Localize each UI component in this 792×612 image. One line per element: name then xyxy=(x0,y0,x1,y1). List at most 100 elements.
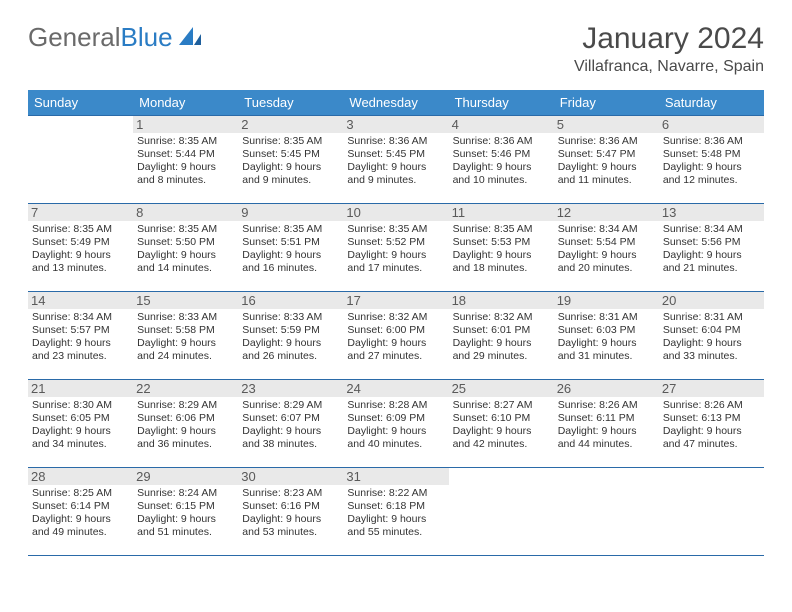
day-details: Sunrise: 8:22 AMSunset: 6:18 PMDaylight:… xyxy=(347,487,444,540)
calendar-cell: 18Sunrise: 8:32 AMSunset: 6:01 PMDayligh… xyxy=(449,291,554,379)
weekday-header: Sunday xyxy=(28,90,133,115)
calendar-cell: 29 Sunrise: 8:24 AMSunset: 6:15 PMDayligh… xyxy=(133,467,238,555)
calendar-cell: 8 Sunrise: 8:35 AMSunset: 5:50 PMDaylight… xyxy=(133,203,238,291)
day-details: Sunrise: 8:26 AMSunset: 6:13 PMDaylight:… xyxy=(663,399,760,452)
calendar-cell: 4Sunrise: 8:36 AMSunset: 5:46 PMDaylight… xyxy=(449,115,554,203)
day-details: Sunrise: 8:25 AMSunset: 6:14 PMDaylight:… xyxy=(32,487,129,540)
calendar-cell: 16 Sunrise: 8:33 AMSunset: 5:59 PMDayligh… xyxy=(238,291,343,379)
weekday-header: Monday xyxy=(133,90,238,115)
calendar-cell: 6 Sunrise: 8:36 AMSunset: 5:48 PMDaylight… xyxy=(659,115,764,203)
weekday-header: Thursday xyxy=(449,90,554,115)
calendar-week-row: 1Sunrise: 8:35 AMSunset: 5:44 PMDaylight… xyxy=(28,115,764,203)
day-number: 12 xyxy=(554,204,659,221)
calendar-cell xyxy=(659,467,764,555)
day-number: 8 xyxy=(133,204,238,221)
weekday-header: Tuesday xyxy=(238,90,343,115)
calendar-cell: 10 Sunrise: 8:35 AMSunset: 5:52 PMDayligh… xyxy=(343,203,448,291)
day-details: Sunrise: 8:28 AMSunset: 6:09 PMDaylight:… xyxy=(347,399,444,452)
calendar-week-row: 7 Sunrise: 8:35 AMSunset: 5:49 PMDaylight… xyxy=(28,203,764,291)
day-number: 9 xyxy=(238,204,343,221)
calendar-head: SundayMondayTuesdayWednesdayThursdayFrid… xyxy=(28,90,764,115)
calendar-cell: 15Sunrise: 8:33 AMSunset: 5:58 PMDayligh… xyxy=(133,291,238,379)
calendar-cell: 14Sunrise: 8:34 AMSunset: 5:57 PMDayligh… xyxy=(28,291,133,379)
day-details: Sunrise: 8:35 AMSunset: 5:51 PMDaylight:… xyxy=(242,223,339,276)
calendar-cell: 19 Sunrise: 8:31 AMSunset: 6:03 PMDayligh… xyxy=(554,291,659,379)
calendar-cell: 12 Sunrise: 8:34 AMSunset: 5:54 PMDayligh… xyxy=(554,203,659,291)
calendar-cell: 24 Sunrise: 8:28 AMSunset: 6:09 PMDayligh… xyxy=(343,379,448,467)
calendar-cell: 20 Sunrise: 8:31 AMSunset: 6:04 PMDayligh… xyxy=(659,291,764,379)
weekday-header: Friday xyxy=(554,90,659,115)
day-number: 7 xyxy=(28,204,133,221)
calendar-table: SundayMondayTuesdayWednesdayThursdayFrid… xyxy=(28,90,764,556)
day-number: 31 xyxy=(343,468,448,485)
calendar-cell: 2Sunrise: 8:35 AMSunset: 5:45 PMDaylight… xyxy=(238,115,343,203)
calendar-cell: 28 Sunrise: 8:25 AMSunset: 6:14 PMDayligh… xyxy=(28,467,133,555)
calendar-cell: 1Sunrise: 8:35 AMSunset: 5:44 PMDaylight… xyxy=(133,115,238,203)
day-number: 20 xyxy=(659,292,764,309)
day-details: Sunrise: 8:26 AMSunset: 6:11 PMDaylight:… xyxy=(558,399,655,452)
calendar-cell: 21 Sunrise: 8:30 AMSunset: 6:05 PMDayligh… xyxy=(28,379,133,467)
day-number: 23 xyxy=(238,380,343,397)
calendar-cell: 25 Sunrise: 8:27 AMSunset: 6:10 PMDayligh… xyxy=(449,379,554,467)
day-number: 25 xyxy=(449,380,554,397)
day-number: 24 xyxy=(343,380,448,397)
brand-part1: General xyxy=(28,22,121,53)
day-number: 17 xyxy=(343,292,448,309)
title-block: January 2024 Villafranca, Navarre, Spain xyxy=(574,22,764,76)
calendar-cell: 27 Sunrise: 8:26 AMSunset: 6:13 PMDayligh… xyxy=(659,379,764,467)
day-details: Sunrise: 8:36 AMSunset: 5:48 PMDaylight:… xyxy=(663,135,760,188)
weekday-row: SundayMondayTuesdayWednesdayThursdayFrid… xyxy=(28,90,764,115)
day-details: Sunrise: 8:35 AMSunset: 5:49 PMDaylight:… xyxy=(32,223,129,276)
day-number: 6 xyxy=(659,116,764,133)
day-number: 27 xyxy=(659,380,764,397)
day-details: Sunrise: 8:27 AMSunset: 6:10 PMDaylight:… xyxy=(453,399,550,452)
calendar-cell: 3 Sunrise: 8:36 AMSunset: 5:45 PMDaylight… xyxy=(343,115,448,203)
day-number: 28 xyxy=(28,468,133,485)
day-number: 13 xyxy=(659,204,764,221)
day-number: 19 xyxy=(554,292,659,309)
day-details: Sunrise: 8:31 AMSunset: 6:03 PMDaylight:… xyxy=(558,311,655,364)
day-details: Sunrise: 8:36 AMSunset: 5:47 PMDaylight:… xyxy=(558,135,655,188)
day-details: Sunrise: 8:30 AMSunset: 6:05 PMDaylight:… xyxy=(32,399,129,452)
calendar-cell xyxy=(554,467,659,555)
day-details: Sunrise: 8:36 AMSunset: 5:45 PMDaylight:… xyxy=(347,135,444,188)
calendar-cell: 7 Sunrise: 8:35 AMSunset: 5:49 PMDaylight… xyxy=(28,203,133,291)
day-number: 1 xyxy=(133,116,238,133)
day-details: Sunrise: 8:35 AMSunset: 5:52 PMDaylight:… xyxy=(347,223,444,276)
calendar-cell: 23Sunrise: 8:29 AMSunset: 6:07 PMDayligh… xyxy=(238,379,343,467)
day-details: Sunrise: 8:24 AMSunset: 6:15 PMDaylight:… xyxy=(137,487,234,540)
day-details: Sunrise: 8:33 AMSunset: 5:59 PMDaylight:… xyxy=(242,311,339,364)
day-number: 22 xyxy=(133,380,238,397)
day-number: 10 xyxy=(343,204,448,221)
calendar-cell: 5Sunrise: 8:36 AMSunset: 5:47 PMDaylight… xyxy=(554,115,659,203)
day-details: Sunrise: 8:34 AMSunset: 5:56 PMDaylight:… xyxy=(663,223,760,276)
day-number: 3 xyxy=(343,116,448,133)
day-details: Sunrise: 8:35 AMSunset: 5:50 PMDaylight:… xyxy=(137,223,234,276)
calendar-cell: 30Sunrise: 8:23 AMSunset: 6:16 PMDayligh… xyxy=(238,467,343,555)
day-details: Sunrise: 8:32 AMSunset: 6:01 PMDaylight:… xyxy=(453,311,550,364)
day-details: Sunrise: 8:31 AMSunset: 6:04 PMDaylight:… xyxy=(663,311,760,364)
weekday-header: Wednesday xyxy=(343,90,448,115)
day-details: Sunrise: 8:34 AMSunset: 5:57 PMDaylight:… xyxy=(32,311,129,364)
calendar-week-row: 14Sunrise: 8:34 AMSunset: 5:57 PMDayligh… xyxy=(28,291,764,379)
day-details: Sunrise: 8:23 AMSunset: 6:16 PMDaylight:… xyxy=(242,487,339,540)
calendar-body: 1Sunrise: 8:35 AMSunset: 5:44 PMDaylight… xyxy=(28,115,764,555)
day-number: 26 xyxy=(554,380,659,397)
day-number: 2 xyxy=(238,116,343,133)
day-number: 29 xyxy=(133,468,238,485)
calendar-cell: 11 Sunrise: 8:35 AMSunset: 5:53 PMDayligh… xyxy=(449,203,554,291)
day-number: 15 xyxy=(133,292,238,309)
calendar-cell: 26 Sunrise: 8:26 AMSunset: 6:11 PMDayligh… xyxy=(554,379,659,467)
weekday-header: Saturday xyxy=(659,90,764,115)
day-details: Sunrise: 8:34 AMSunset: 5:54 PMDaylight:… xyxy=(558,223,655,276)
day-details: Sunrise: 8:35 AMSunset: 5:53 PMDaylight:… xyxy=(453,223,550,276)
day-number: 11 xyxy=(449,204,554,221)
day-number: 21 xyxy=(28,380,133,397)
calendar-cell: 13 Sunrise: 8:34 AMSunset: 5:56 PMDayligh… xyxy=(659,203,764,291)
month-title: January 2024 xyxy=(574,22,764,56)
day-details: Sunrise: 8:32 AMSunset: 6:00 PMDaylight:… xyxy=(347,311,444,364)
day-number: 16 xyxy=(238,292,343,309)
location-text: Villafranca, Navarre, Spain xyxy=(574,58,764,76)
day-details: Sunrise: 8:36 AMSunset: 5:46 PMDaylight:… xyxy=(453,135,550,188)
calendar-cell: 9 Sunrise: 8:35 AMSunset: 5:51 PMDaylight… xyxy=(238,203,343,291)
